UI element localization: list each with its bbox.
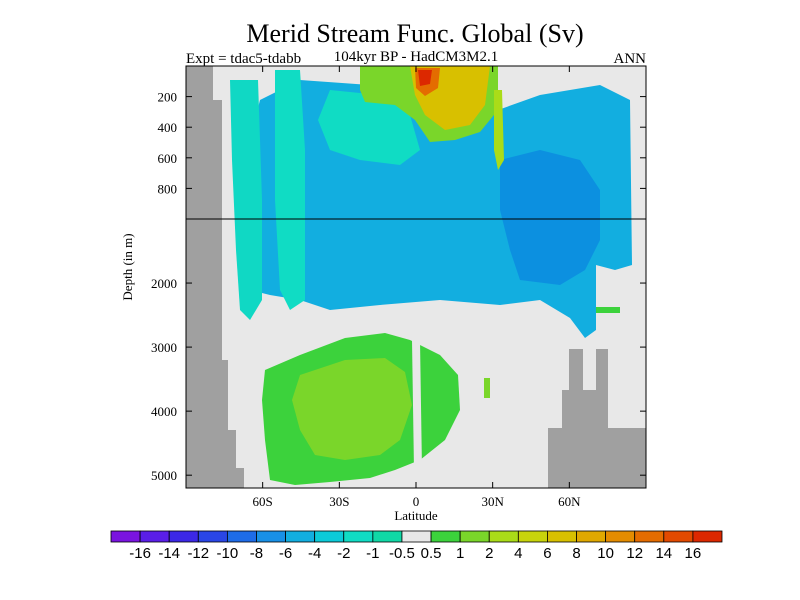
colorbar-label: 12 bbox=[626, 545, 643, 562]
land-mask-north bbox=[548, 349, 646, 488]
colorbar-swatch bbox=[547, 530, 577, 543]
colorbar-label: -10 bbox=[217, 545, 239, 562]
x-axis-label: Latitude bbox=[394, 508, 438, 523]
colorbar-swatch bbox=[401, 530, 432, 543]
chart-title: Merid Stream Func. Global (Sv) bbox=[246, 19, 583, 48]
colorbar-swatch bbox=[692, 530, 723, 543]
colorbar-label: 2 bbox=[485, 545, 493, 562]
colorbar-swatch bbox=[605, 530, 636, 543]
colorbar-label: -12 bbox=[187, 545, 209, 562]
colorbar-label: -4 bbox=[308, 545, 321, 562]
y-tick-label: 4000 bbox=[151, 404, 177, 419]
x-tick-label: 60N bbox=[558, 494, 581, 509]
x-tick-label: 30S bbox=[329, 494, 349, 509]
colorbar-swatch bbox=[197, 530, 228, 543]
colorbar-swatch bbox=[139, 530, 170, 543]
colorbar-label: -2 bbox=[337, 545, 350, 562]
colorbar-label: 4 bbox=[514, 545, 522, 562]
colorbar-label: -14 bbox=[158, 545, 180, 562]
colorbar-swatch bbox=[285, 530, 316, 543]
x-tick-label: 0 bbox=[413, 494, 420, 509]
y-axis-label: Depth (in m) bbox=[120, 233, 135, 300]
colorbar-swatch bbox=[226, 530, 257, 543]
colorbar-label: 8 bbox=[572, 545, 580, 562]
experiment-label: Expt = tdac5-tdabb bbox=[186, 51, 301, 67]
colorbar-swatch bbox=[430, 530, 461, 543]
equatorial-streak bbox=[494, 90, 504, 170]
y-tick-label: 800 bbox=[158, 181, 178, 196]
colorbar-swatch bbox=[110, 530, 141, 543]
surface-teal bbox=[318, 90, 420, 165]
x-tick-label: 30N bbox=[481, 494, 504, 509]
y-tick-label: 2000 bbox=[151, 276, 177, 291]
colorbar-label: 1 bbox=[456, 545, 464, 562]
mid-band-teal bbox=[275, 70, 305, 310]
colorbar-label: 16 bbox=[685, 545, 702, 562]
north-small-patch bbox=[596, 307, 620, 313]
deep-equatorial-slit bbox=[412, 340, 422, 470]
colorbar-swatch bbox=[314, 530, 345, 543]
colorbar-label: -0.5 bbox=[389, 545, 415, 562]
colorbar-label: 14 bbox=[655, 545, 672, 562]
colorbar-label: 6 bbox=[543, 545, 551, 562]
colorbar: -16 -14 -12 -10 -8 -6 -4 -2 -1 -0.5 0.5 1 2 4 6 8 10 12 14… bbox=[110, 530, 723, 562]
colorbar-swatch bbox=[256, 530, 286, 543]
colorbar-label: 10 bbox=[597, 545, 614, 562]
colorbar-swatch bbox=[634, 530, 665, 543]
y-tick-label: 5000 bbox=[151, 468, 177, 483]
deep-positive-core bbox=[292, 358, 412, 460]
y-tick-label: 400 bbox=[158, 120, 178, 135]
y-tick-label: 3000 bbox=[151, 340, 177, 355]
colorbar-swatch bbox=[663, 530, 694, 543]
colorbar-swatch bbox=[576, 530, 607, 543]
y-tick-label: 200 bbox=[158, 90, 178, 105]
upper-negative-edge bbox=[230, 80, 262, 320]
land-mask-south bbox=[186, 66, 244, 488]
colorbar-swatch bbox=[488, 530, 519, 543]
colorbar-swatch bbox=[343, 530, 374, 543]
colorbar-label: 0.5 bbox=[421, 545, 442, 562]
plot-area bbox=[185, 65, 647, 489]
tropical-max-core bbox=[418, 70, 432, 86]
colorbar-label: -16 bbox=[129, 545, 151, 562]
model-label: 104kyr BP - HadCM3M2.1 bbox=[334, 49, 498, 65]
colorbar-label: -6 bbox=[279, 545, 292, 562]
axes: 60S 30S 0 30N 60N 200 400 600 800 2000 3000 4000 500… bbox=[151, 66, 646, 509]
colorbar-swatch bbox=[517, 530, 548, 543]
colorbar-label: -8 bbox=[250, 545, 263, 562]
season-label: ANN bbox=[614, 51, 647, 67]
upper-negative-core bbox=[500, 150, 600, 285]
colorbar-swatch bbox=[459, 530, 490, 543]
deep-small-patch bbox=[484, 378, 490, 398]
colorbar-swatch bbox=[372, 530, 403, 543]
colorbar-label: -1 bbox=[366, 545, 379, 562]
y-tick-label: 600 bbox=[158, 151, 178, 166]
colorbar-swatch bbox=[168, 530, 199, 543]
x-tick-label: 60S bbox=[253, 494, 273, 509]
